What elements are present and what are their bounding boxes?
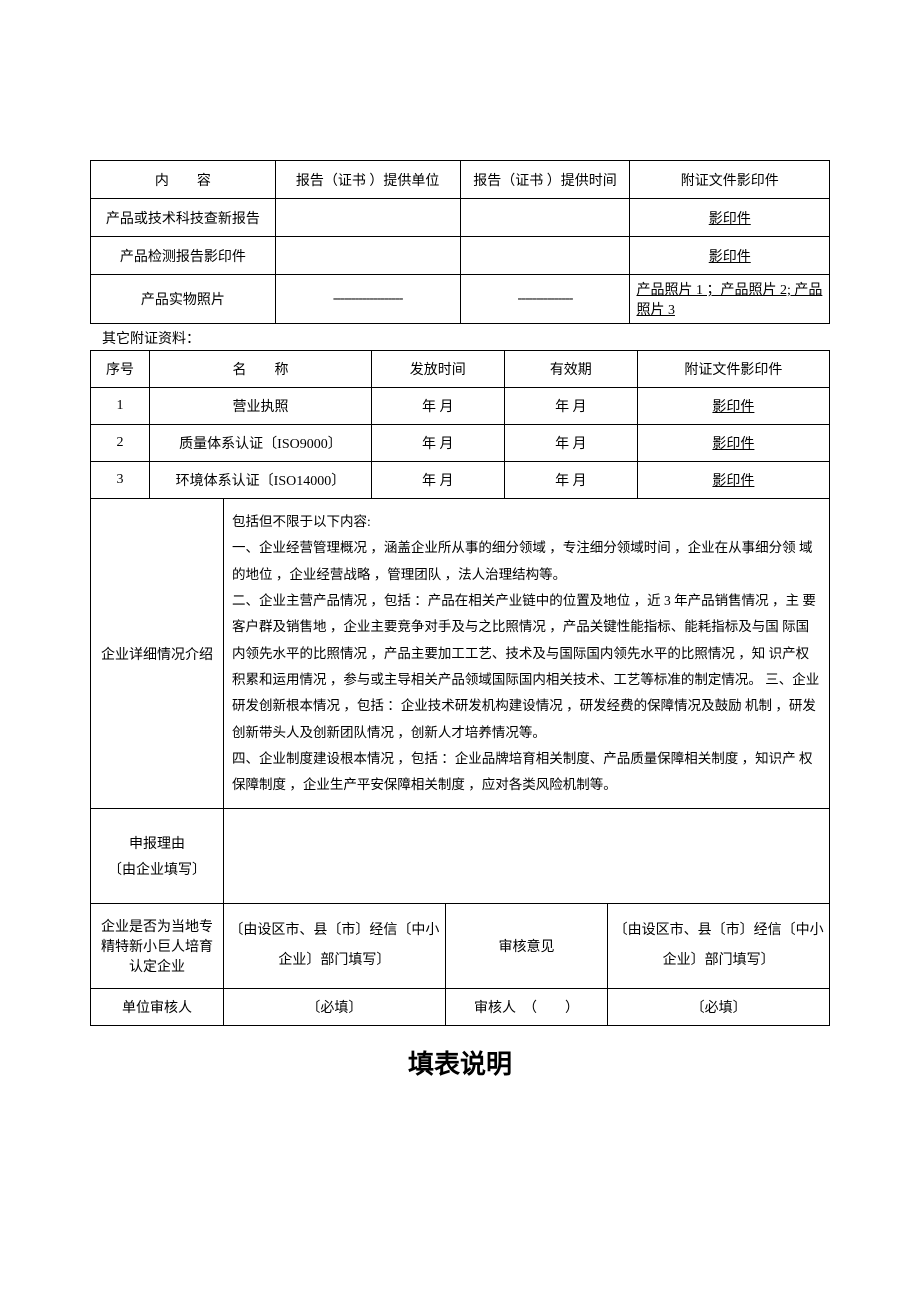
col-time: 报告（证书 ）提供时间 [460, 161, 630, 199]
cell-valid: 年 月 [504, 462, 637, 499]
other-attachments-label: 其它附证资料： [102, 328, 830, 348]
cell-content: 产品实物照片 [91, 275, 276, 324]
detail-text: 包括但不限于以下内容:一、企业经营管理概况 ，涵盖企业所从事的细分领域 ，专注细… [224, 499, 830, 809]
cell-provider [275, 199, 460, 237]
page-title: 填表说明 [90, 1044, 830, 1081]
table-header-row: 内 容 报告（证书 ）提供单位 报告（证书 ）提供时间 附证文件影印件 [91, 161, 830, 199]
attach-link: 影印件 [709, 250, 751, 265]
col-provider: 报告（证书 ）提供单位 [275, 161, 460, 199]
table-row: 3 环境体系认证〔ISO14000〕 年 月 年 月 影印件 [91, 462, 830, 499]
detail-label: 企业详细情况介绍 [91, 499, 224, 809]
unit-reviewer-label: 单位审核人 [91, 989, 224, 1026]
cell-attach: 影印件 [637, 388, 829, 425]
col-attach: 附证文件影印件 [630, 161, 830, 199]
cell-seq: 3 [91, 462, 150, 499]
table-row: 产品或技术科技查新报告 影印件 [91, 199, 830, 237]
table-header-row: 序号 名 称 发放时间 有效期 附证文件影印件 [91, 351, 830, 388]
reviewer-label: 审核人 （ ） [445, 989, 608, 1026]
reviewer-row: 单位审核人 〔必填〕 审核人 （ ） 〔必填〕 [91, 989, 830, 1026]
required-1: 〔必填〕 [224, 989, 446, 1026]
cell-issue: 年 月 [371, 462, 504, 499]
col-seq: 序号 [91, 351, 150, 388]
table-row: 产品实物照片 ------------------- -------------… [91, 275, 830, 324]
cell-time [460, 199, 630, 237]
attach-link: 影印件 [712, 400, 754, 415]
cell-valid: 年 月 [504, 425, 637, 462]
col-issue: 发放时间 [371, 351, 504, 388]
table-row: 产品检测报告影印件 影印件 [91, 237, 830, 275]
col-attach: 附证文件影印件 [637, 351, 829, 388]
reason-row: 申报理由 〔由企业填写〕 [91, 809, 830, 904]
required-2: 〔必填〕 [608, 989, 830, 1026]
review-value: 〔由设区市、县〔市〕经信〔中小企业〕部门填写〕 [608, 904, 830, 989]
details-table: 企业详细情况介绍 包括但不限于以下内容:一、企业经营管理概况 ，涵盖企业所从事的… [90, 499, 830, 1026]
attach-link: 产品照片 1 ；产品照片 2; 产品照片 3 [636, 283, 822, 318]
cell-attach: 影印件 [637, 425, 829, 462]
cell-name: 环境体系认证〔ISO14000〕 [150, 462, 372, 499]
cell-issue: 年 月 [371, 388, 504, 425]
cell-name: 营业执照 [150, 388, 372, 425]
attach-link: 影印件 [709, 212, 751, 227]
cell-attach: 影印件 [630, 237, 830, 275]
cell-name: 质量体系认证〔ISO9000〕 [150, 425, 372, 462]
other-attachments-table: 序号 名 称 发放时间 有效期 附证文件影印件 1 营业执照 年 月 年 月 影… [90, 350, 830, 499]
table-row: 1 营业执照 年 月 年 月 影印件 [91, 388, 830, 425]
is-local-value: 〔由设区市、县〔市〕经信〔中小企业〕部门填写〕 [224, 904, 446, 989]
cell-attach: 影印件 [630, 199, 830, 237]
cell-attach: 产品照片 1 ；产品照片 2; 产品照片 3 [630, 275, 830, 324]
cell-provider: ------------------- [275, 275, 460, 324]
cell-content: 产品或技术科技查新报告 [91, 199, 276, 237]
cell-attach: 影印件 [637, 462, 829, 499]
col-name: 名 称 [150, 351, 372, 388]
cell-provider [275, 237, 460, 275]
cell-time [460, 237, 630, 275]
cell-time: --------------- [460, 275, 630, 324]
reason-label-1: 申报理由 [95, 833, 219, 853]
cell-seq: 1 [91, 388, 150, 425]
cell-seq: 2 [91, 425, 150, 462]
cell-content: 产品检测报告影印件 [91, 237, 276, 275]
attachment-table: 内 容 报告（证书 ）提供单位 报告（证书 ）提供时间 附证文件影印件 产品或技… [90, 160, 830, 324]
reason-label: 申报理由 〔由企业填写〕 [91, 809, 224, 904]
table-row: 2 质量体系认证〔ISO9000〕 年 月 年 月 影印件 [91, 425, 830, 462]
local-review-row: 企业是否为当地专精特新小巨人培育认定企业 〔由设区市、县〔市〕经信〔中小企业〕部… [91, 904, 830, 989]
col-content: 内 容 [91, 161, 276, 199]
attach-link: 影印件 [712, 474, 754, 489]
detail-row: 企业详细情况介绍 包括但不限于以下内容:一、企业经营管理概况 ，涵盖企业所从事的… [91, 499, 830, 809]
is-local-label: 企业是否为当地专精特新小巨人培育认定企业 [91, 904, 224, 989]
reason-value [224, 809, 830, 904]
col-valid: 有效期 [504, 351, 637, 388]
cell-issue: 年 月 [371, 425, 504, 462]
attach-link: 影印件 [712, 437, 754, 452]
review-label: 审核意见 [445, 904, 608, 989]
cell-valid: 年 月 [504, 388, 637, 425]
reason-label-2: 〔由企业填写〕 [95, 859, 219, 879]
